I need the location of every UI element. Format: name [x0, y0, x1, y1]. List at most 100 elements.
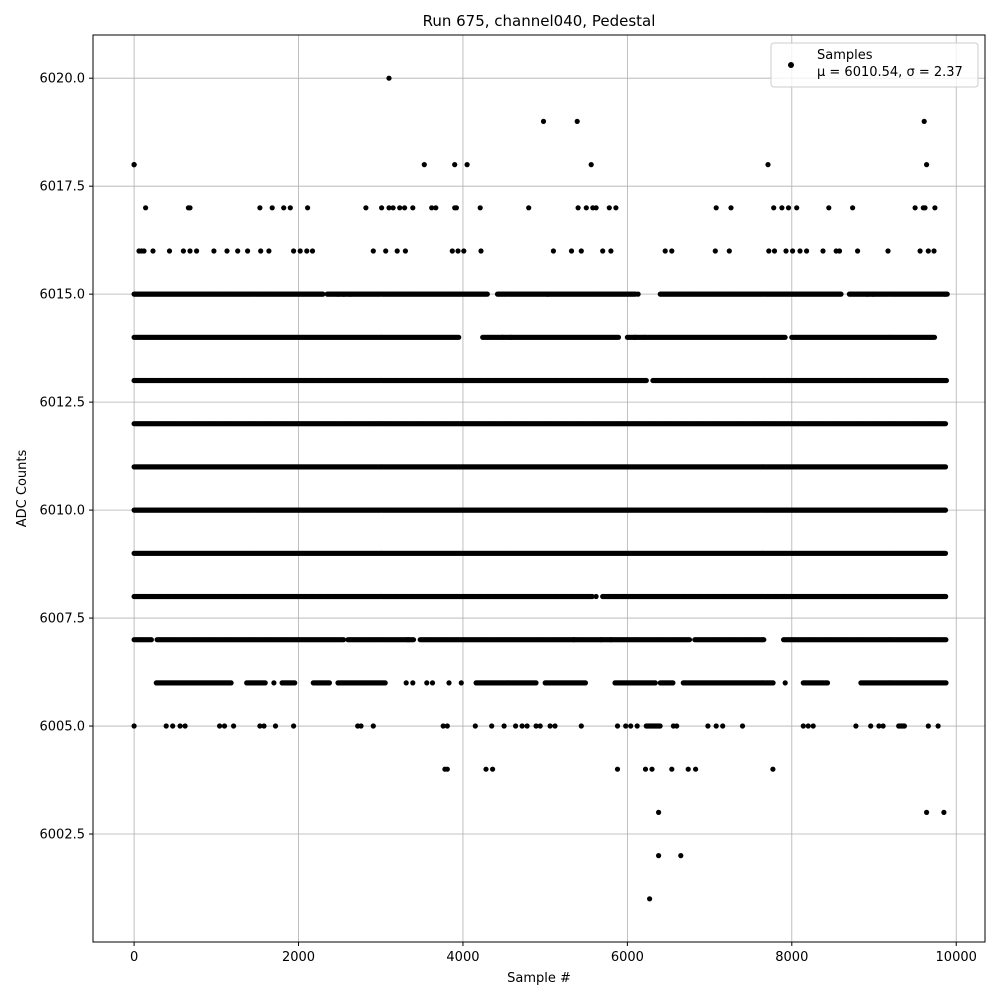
- data-point: [685, 766, 691, 772]
- data-point: [726, 248, 732, 254]
- data-point: [728, 205, 734, 211]
- data-point: [305, 205, 311, 211]
- data-point: [410, 205, 416, 211]
- data-point: [766, 248, 772, 254]
- data-point: [347, 291, 353, 297]
- data-point: [397, 205, 403, 211]
- data-point: [643, 377, 649, 384]
- data-point: [266, 248, 272, 254]
- data-point: [924, 162, 930, 168]
- data-point: [394, 248, 400, 254]
- data-point: [141, 248, 147, 254]
- data-point: [269, 205, 275, 211]
- data-point: [363, 205, 369, 211]
- data-point: [421, 162, 427, 168]
- data-point: [550, 248, 557, 254]
- data-point: [452, 162, 458, 168]
- data-point: [297, 248, 303, 254]
- data-point: [484, 291, 490, 297]
- data-point: [642, 766, 649, 772]
- data-point: [924, 809, 930, 816]
- data-point: [575, 205, 581, 211]
- data-point: [287, 205, 293, 211]
- data-point: [790, 248, 796, 254]
- data-point: [583, 205, 589, 211]
- data-point: [483, 766, 489, 772]
- data-point: [942, 507, 949, 513]
- data-point: [932, 205, 938, 211]
- data-point: [335, 291, 341, 297]
- data-point: [635, 291, 641, 297]
- data-point: [449, 248, 455, 254]
- data-point: [257, 205, 263, 211]
- data-point: [669, 248, 675, 254]
- data-point: [442, 766, 448, 772]
- data-point: [402, 205, 408, 211]
- data-point: [453, 205, 459, 211]
- data-point: [578, 248, 584, 254]
- data-point: [785, 205, 792, 211]
- data-point: [402, 248, 408, 254]
- data-point: [379, 205, 385, 211]
- data-point: [771, 248, 778, 254]
- data-point: [508, 334, 514, 340]
- data-point: [783, 248, 789, 254]
- data-point: [820, 248, 826, 254]
- data-point: [712, 248, 718, 254]
- data-point: [614, 766, 621, 772]
- data-point: [826, 205, 832, 211]
- data-point: [490, 766, 496, 772]
- data-point: [770, 766, 776, 772]
- data-point: [304, 248, 310, 254]
- data-point: [574, 118, 580, 124]
- data-point: [771, 205, 777, 211]
- data-point: [166, 248, 173, 254]
- data-point: [187, 205, 193, 211]
- data-point: [925, 248, 931, 254]
- data-point: [794, 205, 800, 211]
- data-point: [850, 205, 856, 211]
- data-points: [131, 75, 950, 902]
- data-point: [941, 809, 947, 816]
- data-point: [942, 464, 949, 470]
- data-point: [291, 248, 297, 254]
- data-point: [864, 291, 871, 297]
- data-point: [545, 291, 551, 297]
- data-point: [194, 248, 200, 254]
- data-point: [568, 248, 575, 254]
- data-point: [390, 205, 396, 211]
- data-point: [917, 248, 923, 254]
- data-point: [647, 896, 653, 902]
- data-point: [429, 205, 435, 211]
- data-point: [921, 118, 927, 124]
- data-point: [235, 248, 241, 254]
- data-point: [370, 248, 376, 254]
- data-point: [320, 291, 326, 297]
- data-point: [669, 766, 675, 772]
- data-point: [386, 75, 392, 81]
- data-point: [383, 248, 389, 254]
- data-point: [632, 334, 638, 340]
- data-point: [593, 205, 599, 211]
- data-point: [693, 766, 699, 772]
- data-point: [615, 334, 622, 340]
- data-point: [478, 248, 484, 254]
- data-point: [464, 162, 470, 168]
- data-point: [224, 248, 230, 254]
- data-point: [433, 205, 439, 211]
- data-point: [782, 334, 788, 340]
- data-point: [131, 162, 137, 168]
- data-point: [713, 205, 719, 211]
- data-point: [649, 766, 655, 772]
- data-point: [662, 248, 668, 254]
- data-point: [309, 248, 316, 254]
- data-point: [187, 248, 193, 254]
- data-point: [211, 248, 217, 254]
- data-point: [678, 853, 684, 859]
- data-point: [143, 205, 149, 211]
- data-point: [526, 205, 532, 211]
- data-point: [455, 248, 461, 254]
- data-point: [912, 205, 918, 211]
